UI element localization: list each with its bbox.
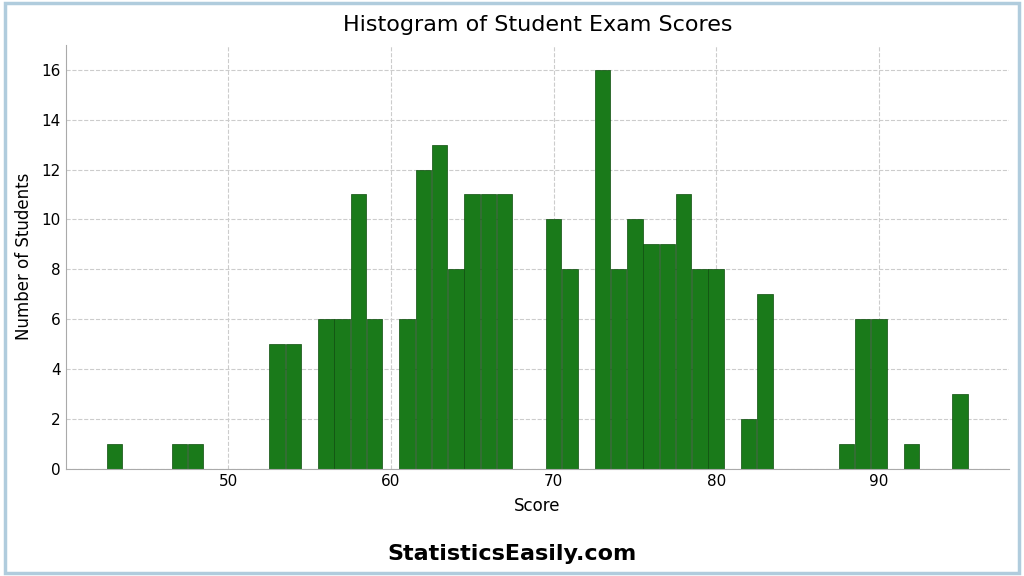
Bar: [350, 195, 367, 469]
Bar: [449, 269, 464, 469]
Bar: [659, 244, 675, 469]
Bar: [465, 195, 480, 469]
Bar: [903, 444, 920, 469]
Bar: [269, 344, 285, 469]
Bar: [546, 219, 561, 469]
Bar: [480, 195, 497, 469]
Text: StatisticsEasily.com: StatisticsEasily.com: [387, 544, 637, 564]
Bar: [286, 344, 301, 469]
Bar: [611, 269, 627, 469]
Bar: [497, 195, 512, 469]
Bar: [562, 269, 578, 469]
Y-axis label: Number of Students: Number of Students: [15, 173, 33, 340]
X-axis label: Score: Score: [514, 497, 560, 515]
Bar: [741, 419, 757, 469]
Bar: [676, 195, 691, 469]
Bar: [692, 269, 708, 469]
Bar: [432, 145, 447, 469]
Bar: [643, 244, 658, 469]
Bar: [855, 319, 870, 469]
Bar: [416, 169, 431, 469]
Bar: [399, 319, 415, 469]
Bar: [871, 319, 887, 469]
Bar: [839, 444, 854, 469]
Bar: [709, 269, 724, 469]
Bar: [952, 394, 968, 469]
Bar: [627, 219, 643, 469]
Bar: [758, 294, 773, 469]
Bar: [367, 319, 382, 469]
Bar: [106, 444, 122, 469]
Bar: [318, 319, 334, 469]
Bar: [595, 70, 610, 469]
Title: Histogram of Student Exam Scores: Histogram of Student Exam Scores: [343, 15, 732, 35]
Bar: [335, 319, 350, 469]
Bar: [188, 444, 204, 469]
Bar: [172, 444, 187, 469]
